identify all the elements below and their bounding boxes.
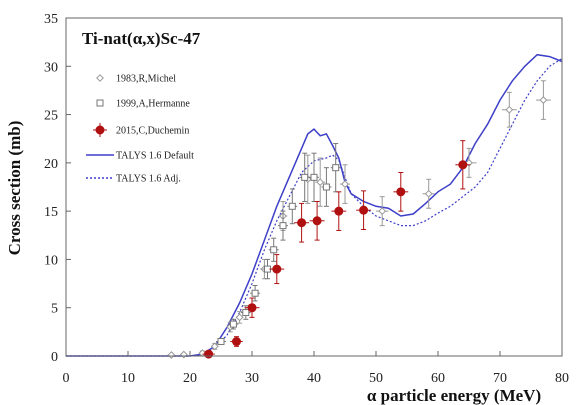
- hermanne-data-point: [228, 318, 239, 330]
- legend-item: TALYS 1.6 Default: [86, 151, 194, 162]
- duchemin-marker: [297, 218, 307, 228]
- y-tick-label: 25: [44, 109, 58, 124]
- duchemin-data-point: [269, 254, 285, 285]
- hermanne-data-point: [321, 167, 332, 207]
- talys-default-curve: [66, 53, 563, 357]
- duchemin-data-point: [230, 336, 243, 347]
- y-tick-label: 10: [44, 253, 58, 268]
- michel-marker: [235, 313, 244, 322]
- plot-area: [66, 53, 563, 359]
- y-tick-label: 0: [51, 350, 58, 365]
- legend-marker: [96, 74, 104, 82]
- talys-adjusted-curve: [66, 58, 563, 357]
- hermanne-data-point: [250, 285, 261, 302]
- michel-marker: [316, 178, 325, 187]
- duchemin-marker: [458, 160, 468, 170]
- hermanne-data-point: [268, 237, 279, 262]
- duchemin-marker: [396, 187, 406, 197]
- hermanne-marker: [242, 309, 250, 317]
- x-tick-label: 20: [183, 371, 197, 386]
- x-tick-label: 0: [63, 371, 70, 386]
- legend-item: 1983,R,Michel: [96, 74, 176, 85]
- legend: 1983,R,Michel 1999,A,Hermanne 2015,C,Duche…: [86, 74, 194, 185]
- legend-label: 2015,C,Duchemin: [116, 126, 189, 137]
- x-tick-label: 30: [245, 371, 259, 386]
- x-tick-label: 70: [493, 371, 507, 386]
- hermanne-data-point: [216, 338, 226, 346]
- michel-data-point: [210, 342, 219, 351]
- michel-data-point: [340, 164, 350, 204]
- michel-marker: [167, 351, 176, 359]
- y-axis-title: Cross section (mb): [5, 121, 24, 256]
- chart-title: Ti-nat(α,x)Sc-47: [82, 29, 201, 48]
- hermanne-data-point: [278, 210, 288, 241]
- duchemin-data-point: [331, 191, 347, 231]
- duchemin-data-point: [356, 190, 372, 230]
- hermanne-marker: [332, 164, 340, 172]
- michel-data-point: [535, 80, 551, 120]
- hermanne-data-point: [287, 188, 298, 225]
- y-tick-label: 15: [44, 205, 58, 220]
- hermanne-marker: [251, 289, 259, 297]
- hermanne-marker: [229, 320, 237, 328]
- y-tick-label: 20: [44, 157, 58, 172]
- legend-item: 2015,C,Duchemin: [93, 123, 189, 137]
- legend-label: TALYS 1.6 Adj.: [116, 174, 181, 185]
- hermanne-marker: [322, 183, 330, 191]
- michel-marker: [378, 207, 387, 216]
- hermanne-marker: [279, 222, 287, 230]
- y-tick-label: 30: [44, 60, 58, 75]
- x-tick-label: 10: [121, 371, 135, 386]
- michel-marker: [465, 158, 473, 167]
- x-tick-label: 40: [307, 371, 321, 386]
- duchemin-data-point: [244, 297, 260, 318]
- duchemin-data-point: [309, 200, 325, 241]
- duchemin-marker: [312, 216, 322, 226]
- x-tick-label: 50: [369, 371, 383, 386]
- y-tick-label: 35: [44, 12, 58, 27]
- duchemin-data-point: [294, 202, 310, 243]
- michel-data-point: [501, 91, 517, 128]
- hermanne-marker: [310, 173, 318, 181]
- duchemin-marker: [247, 303, 257, 313]
- hermanne-marker: [301, 173, 309, 181]
- legend-label: 1983,R,Michel: [116, 74, 176, 85]
- hermanne-marker: [288, 202, 296, 210]
- x-tick-label: 60: [431, 371, 445, 386]
- duchemin-marker: [359, 205, 369, 215]
- duchemin-marker: [334, 206, 344, 216]
- legend-label: 1999,A,Hermanne: [116, 99, 190, 110]
- michel-marker: [210, 342, 219, 351]
- michel-marker: [539, 96, 548, 104]
- michel-data-point: [315, 157, 326, 207]
- x-tick-label: 80: [555, 371, 569, 386]
- hermanne-marker: [270, 246, 278, 254]
- michel-data-point: [235, 311, 244, 324]
- hermanne-data-point: [309, 152, 319, 202]
- duchemin-data-point: [393, 172, 409, 212]
- duchemin-marker: [272, 264, 282, 274]
- x-axis-title: α particle energy (MeV): [367, 386, 541, 405]
- axis-ticks: 0 10 20 30 40 50 60 70 80 0 5 10 15 20 25 30 35: [44, 12, 569, 386]
- hermanne-data-point: [299, 152, 310, 202]
- duchemin-marker: [204, 349, 214, 359]
- legend-marker: [96, 99, 104, 107]
- michel-marker: [341, 180, 349, 189]
- legend-label: TALYS 1.6 Default: [116, 151, 194, 162]
- y-tick-label: 5: [51, 302, 58, 317]
- hermanne-marker: [217, 338, 225, 346]
- michel-marker: [505, 105, 514, 114]
- duchemin-marker: [232, 337, 241, 347]
- duchemin-data-point: [455, 140, 471, 190]
- michel-marker: [424, 189, 433, 198]
- michel-data-point: [376, 196, 389, 227]
- legend-item: 1999,A,Hermanne: [96, 99, 190, 110]
- michel-data-point: [422, 178, 435, 209]
- legend-marker: [95, 125, 105, 135]
- legend-item: TALYS 1.6 Adj.: [86, 174, 181, 185]
- michel-data-point: [167, 351, 176, 359]
